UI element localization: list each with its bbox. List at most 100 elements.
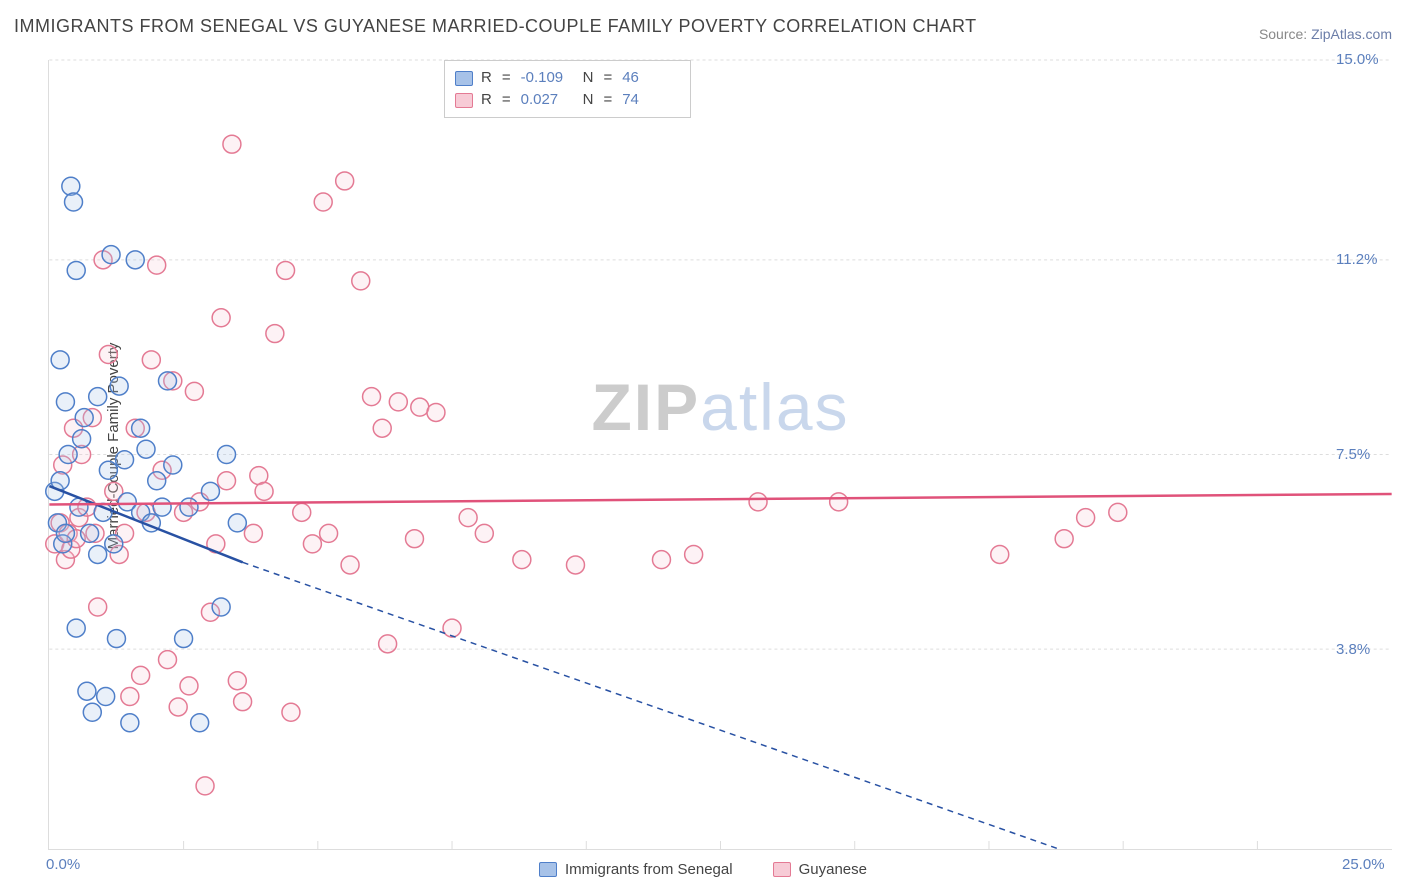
n-label: N <box>583 89 594 111</box>
point-guyanese <box>443 619 461 637</box>
point-guyanese <box>169 698 187 716</box>
point-guyanese <box>991 545 1009 563</box>
point-guyanese <box>363 388 381 406</box>
point-guyanese <box>373 419 391 437</box>
point-senegal <box>75 409 93 427</box>
point-senegal <box>78 682 96 700</box>
point-senegal <box>201 482 219 500</box>
point-guyanese <box>255 482 273 500</box>
point-senegal <box>116 451 134 469</box>
point-guyanese <box>1077 509 1095 527</box>
chart-root: IMMIGRANTS FROM SENEGAL VS GUYANESE MARR… <box>0 0 1406 892</box>
point-guyanese <box>132 666 150 684</box>
swatch-guyanese <box>455 93 473 108</box>
point-senegal <box>191 714 209 732</box>
point-guyanese <box>159 651 177 669</box>
point-guyanese <box>1109 503 1127 521</box>
point-senegal <box>97 688 115 706</box>
point-senegal <box>81 524 99 542</box>
r-label: R <box>481 89 492 111</box>
series-legend: Immigrants from Senegal Guyanese <box>0 861 1406 878</box>
axis-tick-label: 7.5% <box>1336 446 1370 463</box>
trendline-dashed-senegal <box>243 562 1059 849</box>
legend-label-senegal: Immigrants from Senegal <box>565 861 733 878</box>
point-guyanese <box>218 472 236 490</box>
swatch-senegal <box>539 862 557 877</box>
point-senegal <box>153 498 171 516</box>
point-guyanese <box>685 545 703 563</box>
source-attribution: Source: ZipAtlas.com <box>1259 26 1392 42</box>
axis-tick-label: 11.2% <box>1336 251 1377 268</box>
source-prefix: Source: <box>1259 26 1311 42</box>
point-guyanese <box>566 556 584 574</box>
legend-item-guyanese: Guyanese <box>773 861 867 878</box>
point-guyanese <box>148 256 166 274</box>
point-guyanese <box>266 325 284 343</box>
point-senegal <box>67 261 85 279</box>
point-guyanese <box>320 524 338 542</box>
point-senegal <box>159 372 177 390</box>
swatch-guyanese <box>773 862 791 877</box>
trendline-guyanese <box>49 494 1391 505</box>
correlation-row-senegal: R = -0.109 N = 46 <box>455 67 676 89</box>
n-value-guyanese: 74 <box>622 89 676 111</box>
correlation-row-guyanese: R = 0.027 N = 74 <box>455 89 676 111</box>
legend-label-guyanese: Guyanese <box>799 861 867 878</box>
point-guyanese <box>830 493 848 511</box>
point-senegal <box>228 514 246 532</box>
point-senegal <box>218 446 236 464</box>
point-senegal <box>89 388 107 406</box>
point-guyanese <box>314 193 332 211</box>
point-senegal <box>107 630 125 648</box>
point-senegal <box>83 703 101 721</box>
point-senegal <box>65 193 83 211</box>
point-senegal <box>56 524 74 542</box>
n-label: N <box>583 67 594 89</box>
point-senegal <box>99 461 117 479</box>
point-senegal <box>56 393 74 411</box>
point-senegal <box>59 446 77 464</box>
point-guyanese <box>475 524 493 542</box>
point-senegal <box>110 377 128 395</box>
point-guyanese <box>234 693 252 711</box>
n-value-senegal: 46 <box>622 67 676 89</box>
point-guyanese <box>352 272 370 290</box>
point-guyanese <box>185 382 203 400</box>
point-senegal <box>62 177 80 195</box>
point-guyanese <box>282 703 300 721</box>
point-guyanese <box>293 503 311 521</box>
point-guyanese <box>652 551 670 569</box>
point-guyanese <box>303 535 321 553</box>
point-guyanese <box>121 688 139 706</box>
point-guyanese <box>389 393 407 411</box>
point-guyanese <box>749 493 767 511</box>
point-senegal <box>89 545 107 563</box>
r-value-senegal: -0.109 <box>521 67 575 89</box>
point-senegal <box>180 498 198 516</box>
point-senegal <box>137 440 155 458</box>
point-guyanese <box>459 509 477 527</box>
point-senegal <box>105 535 123 553</box>
r-label: R <box>481 67 492 89</box>
point-senegal <box>148 472 166 490</box>
correlation-legend: R = -0.109 N = 46 R = 0.027 N = 74 <box>444 60 691 118</box>
point-guyanese <box>228 672 246 690</box>
point-guyanese <box>405 530 423 548</box>
source-link[interactable]: ZipAtlas.com <box>1311 26 1392 42</box>
point-guyanese <box>336 172 354 190</box>
point-senegal <box>121 714 139 732</box>
legend-item-senegal: Immigrants from Senegal <box>539 861 733 878</box>
axis-tick-label: 3.8% <box>1336 641 1370 658</box>
axis-tick-label: 25.0% <box>1342 856 1385 873</box>
point-guyanese <box>379 635 397 653</box>
point-guyanese <box>1055 530 1073 548</box>
axis-tick-label: 0.0% <box>46 856 80 873</box>
point-guyanese <box>277 261 295 279</box>
point-senegal <box>51 351 69 369</box>
axis-tick-label: 15.0% <box>1336 51 1379 68</box>
plot-area: ZIPatlas <box>48 60 1392 850</box>
r-value-guyanese: 0.027 <box>521 89 575 111</box>
point-guyanese <box>244 524 262 542</box>
point-senegal <box>126 251 144 269</box>
plot-svg <box>49 60 1392 849</box>
